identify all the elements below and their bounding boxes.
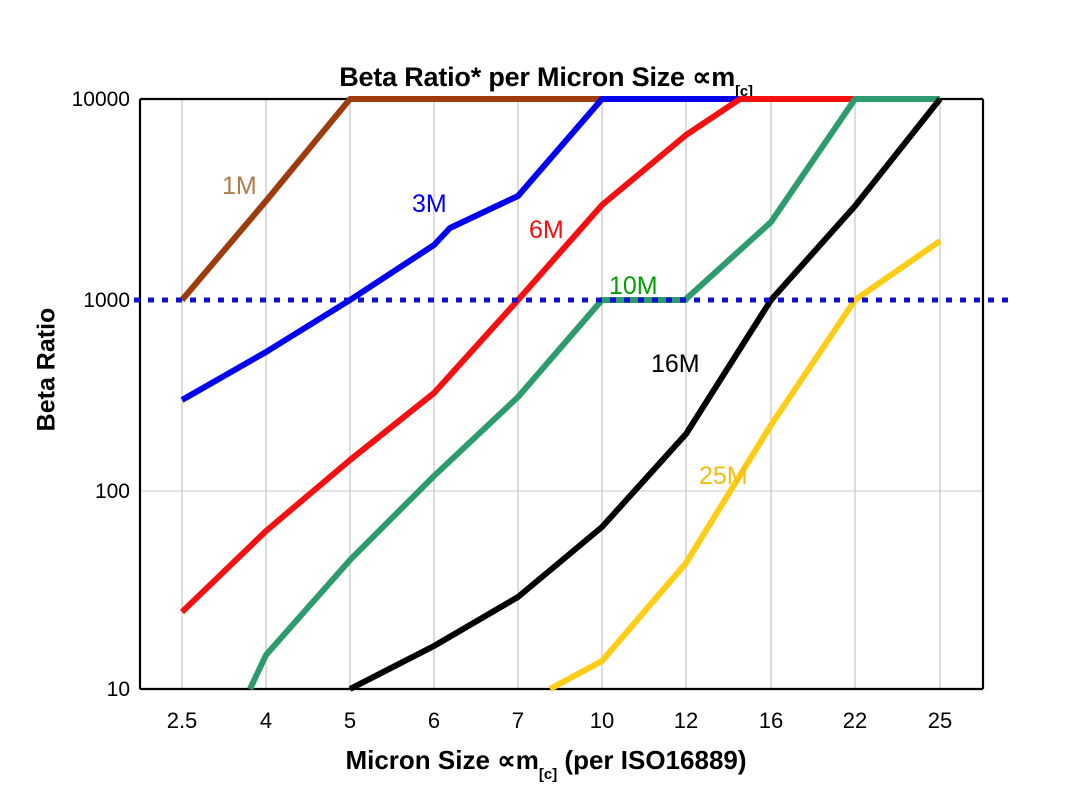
x-tick-label-16: 16 [758,708,784,733]
y-tick-label-10: 10 [106,678,130,701]
x-tick-label-22: 22 [842,708,868,733]
series-label-16M: 16M [651,350,700,378]
y-tick-label-100: 100 [94,480,130,503]
x-tick-label-7: 7 [511,708,525,733]
chart-title-main: Beta Ratio* per Micron Size ∝m [339,62,736,92]
series-label-25M: 25M [699,462,748,490]
series-line-16M [348,97,943,692]
series-line-1M [179,96,602,302]
series-label-1M: 1M [222,172,257,200]
series-line-25M [548,238,942,692]
x-axis-title: Micron Size ∝m[c] (per ISO16889) [0,745,1092,783]
series-label-3M: 3M [412,190,447,218]
series-line-3M [180,96,855,403]
y-axis-title: Beta Ratio [32,307,61,432]
x-tick-label-10: 10 [589,708,615,733]
x-tick-label-5: 5 [343,708,357,733]
x-tick-label-12: 12 [673,708,699,733]
series-label-10M: 10M [609,272,658,300]
y-tick-label-10000: 10000 [71,88,130,111]
x-tick-label-4: 4 [259,708,273,733]
x-tick-label-6: 6 [427,708,441,733]
x-axis-title-tail: (per ISO16889) [557,745,747,775]
x-axis-title-subscript: [c] [538,766,558,784]
series-label-6M: 6M [529,216,564,244]
y-tick-label-1000: 1000 [83,289,130,312]
x-tick-label-2-5: 2.5 [166,708,198,733]
x-tick-label-25: 25 [927,708,953,733]
series-line-6M [179,96,855,615]
plot-area-background [140,99,983,689]
x-axis-title-main: Micron Size ∝m [345,745,539,775]
